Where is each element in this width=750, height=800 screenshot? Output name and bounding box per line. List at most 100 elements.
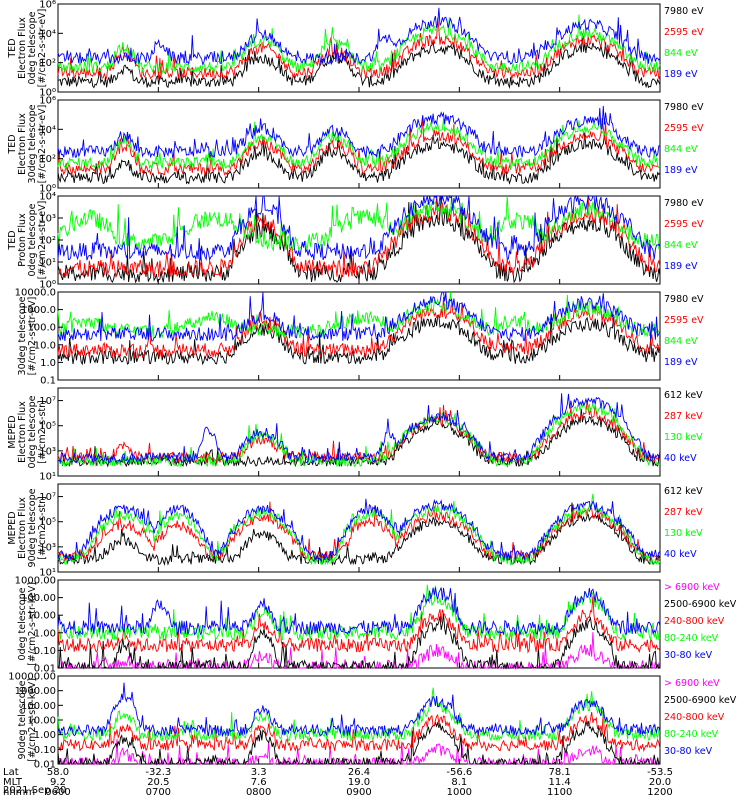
- legend-entry-6-2: 287 keV: [664, 507, 703, 518]
- y-axis-label-1-1: TED: [7, 38, 18, 58]
- legend-entry-7-1: > 6900 keV: [664, 582, 720, 593]
- y-tick-label-1-1: 10⁰: [39, 88, 56, 99]
- series-line-5-3: [57, 401, 661, 468]
- y-tick-label-1-3: 10⁴: [39, 29, 56, 40]
- legend-entry-5-3: 130 keV: [664, 432, 703, 443]
- y-tick-label-6-4: 10⁷: [39, 492, 56, 503]
- series-line-2-4: [57, 105, 661, 159]
- legend-entry-5-4: 40 keV: [664, 453, 697, 464]
- y-tick-label-7-6: 1000.00: [15, 576, 56, 587]
- y-tick-label-5-1: 10¹: [39, 472, 56, 483]
- legend-entry-2-3: 844 eV: [664, 144, 698, 155]
- y-tick-label-7-5: 100.00: [21, 593, 56, 604]
- y-tick-label-3-3: 10²: [39, 236, 56, 247]
- legend-entry-3-1: 7980 eV: [664, 198, 704, 209]
- y-axis-label-7-1: 0deg telescope: [17, 587, 28, 660]
- y-tick-label-8-2: 0.10: [34, 745, 56, 756]
- x-axis-value-1-3: 0600: [45, 787, 70, 798]
- y-tick-label-8-7: 10000.00: [8, 672, 56, 683]
- x-axis-date: 2021 Sep 20: [3, 785, 67, 796]
- series-line-3-3: [57, 195, 661, 252]
- y-tick-label-5-3: 10⁵: [39, 421, 56, 432]
- series-line-6-4: [57, 498, 661, 562]
- series-line-1-1: [57, 33, 661, 90]
- y-tick-label-3-5: 10⁴: [39, 192, 56, 203]
- legend-entry-5-2: 287 keV: [664, 411, 703, 422]
- legend-entry-6-4: 40 keV: [664, 549, 697, 560]
- x-axis-value-6-3: 1100: [547, 787, 572, 798]
- legend-entry-4-3: 844 eV: [664, 336, 698, 347]
- x-axis-value-3-3: 0800: [246, 787, 271, 798]
- y-axis-label-1-2: Electron Flux: [17, 17, 28, 79]
- y-axis-label-5-4: [#/cm2-s-str]: [37, 400, 48, 463]
- legend-entry-8-4: 80-240 keV: [664, 729, 719, 740]
- series-line-6-1: [57, 502, 661, 567]
- legend-entry-8-3: 240-800 keV: [664, 712, 725, 723]
- x-axis-value-5-1: -56.6: [446, 767, 472, 778]
- y-tick-label-1-2: 10²: [39, 58, 56, 69]
- y-axis-label-2-1: TED: [7, 134, 18, 154]
- x-axis-value-2-2: 20.5: [147, 777, 169, 788]
- legend-entry-3-3: 844 eV: [664, 240, 698, 251]
- x-axis-value-4-3: 0900: [346, 787, 371, 798]
- x-axis-value-6-1: 78.1: [549, 767, 571, 778]
- y-tick-label-7-2: 0.10: [34, 646, 56, 657]
- legend-entry-1-3: 844 eV: [664, 48, 698, 59]
- panel-frame-1: [57, 3, 661, 93]
- y-tick-label-3-4: 10³: [39, 214, 56, 225]
- x-axis-value-4-1: 26.4: [348, 767, 370, 778]
- x-axis-value-3-1: 3.3: [251, 767, 267, 778]
- legend-entry-6-3: 130 keV: [664, 528, 703, 539]
- series-line-7-3: [57, 596, 661, 654]
- x-axis-value-4-2: 19.0: [348, 777, 370, 788]
- y-tick-label-2-2: 10²: [39, 154, 56, 165]
- y-axis-label-1-3: 0deg telescope: [27, 11, 38, 84]
- x-axis-row-label-3: hhmm: [3, 787, 35, 798]
- y-tick-label-2-4: 10⁶: [39, 96, 56, 107]
- series-line-7-2: [58, 613, 661, 670]
- y-tick-label-8-5: 100.00: [21, 701, 56, 712]
- x-axis-value-2-1: -32.3: [145, 767, 171, 778]
- y-tick-label-5-2: 10³: [39, 446, 56, 457]
- y-axis-label-5-3: 0deg telescope: [27, 395, 38, 468]
- y-tick-label-4-2: 1.0: [40, 358, 56, 369]
- y-axis-label-1-4: [#/cm2-s-str-eV]: [37, 9, 48, 88]
- series-line-8-3: [57, 708, 661, 753]
- legend-entry-4-1: 7980 eV: [664, 294, 704, 305]
- legend-entry-3-4: 189 eV: [664, 261, 698, 272]
- y-tick-label-3-2: 10¹: [39, 258, 56, 269]
- y-tick-label-1-4: 10⁶: [39, 0, 56, 11]
- x-axis-row-label-2: MLT: [3, 777, 23, 788]
- y-axis-label-4-1: 30deg telescope: [17, 296, 28, 375]
- legend-entry-4-4: 189 eV: [664, 357, 698, 368]
- y-axis-label-2-3: 30deg telescope: [27, 104, 38, 183]
- legend-entry-5-1: 612 keV: [664, 390, 703, 401]
- series-line-2-3: [57, 118, 661, 170]
- x-axis-value-5-2: 8.1: [451, 777, 467, 788]
- y-axis-label-5-1: MEPED: [7, 415, 18, 448]
- x-axis-value-7-1: -53.5: [647, 767, 673, 778]
- legend-entry-7-5: 30-80 keV: [664, 650, 713, 661]
- x-axis-value-7-2: 20.0: [649, 777, 671, 788]
- legend-entry-4-2: 2595 eV: [664, 315, 704, 326]
- legend-entry-7-2: 2500-6900 keV: [664, 599, 737, 610]
- series-line-6-2: [57, 501, 661, 562]
- y-axis-label-3-1: TED: [7, 230, 18, 250]
- series-line-2-1: [57, 132, 661, 185]
- y-axis-label-6-3: 90deg telescope: [27, 488, 38, 567]
- y-tick-label-4-3: 10.0: [34, 340, 56, 351]
- series-line-4-4: [57, 291, 661, 343]
- legend-entry-2-4: 189 eV: [664, 165, 698, 176]
- x-axis-value-7-3: 1200: [647, 787, 672, 798]
- y-axis-label-6-1: MEPED: [7, 511, 18, 544]
- series-line-7-4: [57, 584, 661, 642]
- legend-entry-3-2: 2595 eV: [664, 219, 704, 230]
- legend-entry-2-2: 2595 eV: [664, 123, 704, 134]
- y-axis-label-4-2: [#/cm2-s-str-eV]: [27, 297, 38, 376]
- y-tick-label-8-1: 0.01: [34, 760, 56, 771]
- y-axis-label-8-1: 90deg telescope: [17, 680, 28, 759]
- series-line-1-3: [57, 14, 661, 75]
- series-line-3-2: [57, 195, 661, 278]
- y-tick-label-8-6: 1000.00: [15, 686, 56, 697]
